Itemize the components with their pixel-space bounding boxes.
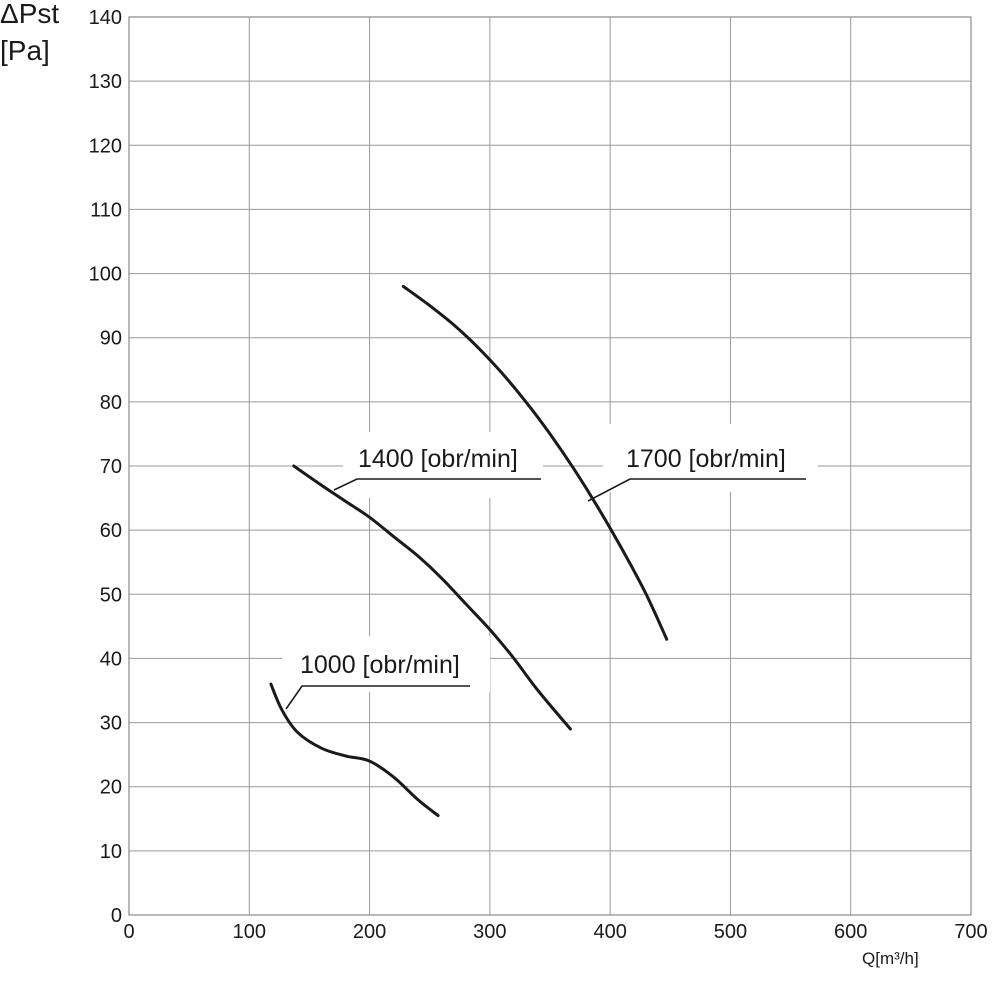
y-tick-label: 20 — [100, 777, 122, 799]
y-tick-label: 40 — [100, 648, 122, 670]
y-tick-label: 130 — [89, 71, 122, 93]
y-tick-label: 30 — [100, 713, 122, 735]
label-box-1400 — [343, 432, 543, 498]
y-axis-label-line2: [Pa] — [0, 35, 50, 66]
curves — [269, 284, 669, 818]
y-tick-label: 50 — [100, 584, 122, 606]
label-box-1000 — [282, 636, 490, 692]
grid — [128, 16, 972, 916]
plot-frame — [128, 16, 972, 916]
curve-1000-rpm — [269, 682, 440, 818]
x-tick-labels: 0 100 200 300 400 500 600 700 — [123, 921, 987, 943]
x-tick-label: 600 — [834, 921, 867, 943]
y-tick-label: 80 — [100, 392, 122, 414]
leader-1400 — [333, 478, 541, 491]
series-label-1400: 1400 [obr/min] — [358, 445, 518, 473]
label-box-1700 — [603, 424, 818, 492]
x-tick-label: 500 — [714, 921, 747, 943]
y-tick-label: 100 — [89, 264, 122, 286]
series-label-1700: 1700 [obr/min] — [626, 445, 786, 473]
leader-1700 — [587, 478, 806, 502]
y-tick-label: 60 — [100, 520, 122, 542]
y-tick-label: 90 — [100, 328, 122, 350]
x-tick-label: 700 — [954, 921, 987, 943]
x-tick-label: 400 — [593, 921, 626, 943]
x-tick-label: 100 — [233, 921, 266, 943]
y-axis-label-line1: ΔPst — [0, 0, 59, 29]
x-axis-label: Q[m³/h] — [862, 949, 919, 968]
x-tick-label: 0 — [123, 921, 134, 943]
y-tick-label: 110 — [90, 199, 122, 221]
curve-1700-rpm — [401, 284, 669, 641]
curve-1400-rpm — [292, 464, 572, 731]
leader-1000 — [285, 685, 470, 710]
series-label-1000: 1000 [obr/min] — [300, 651, 460, 679]
y-tick-label: 10 — [100, 841, 122, 863]
x-tick-label: 200 — [353, 921, 386, 943]
y-tick-labels: 0 10 20 30 40 50 60 70 80 90 100 110 120 130 140 — [89, 7, 122, 927]
y-tick-label: 120 — [89, 135, 122, 157]
x-tick-label: 300 — [473, 921, 506, 943]
y-tick-label: 70 — [100, 456, 122, 478]
y-tick-label: 0 — [111, 905, 122, 927]
y-tick-label: 140 — [89, 7, 122, 29]
